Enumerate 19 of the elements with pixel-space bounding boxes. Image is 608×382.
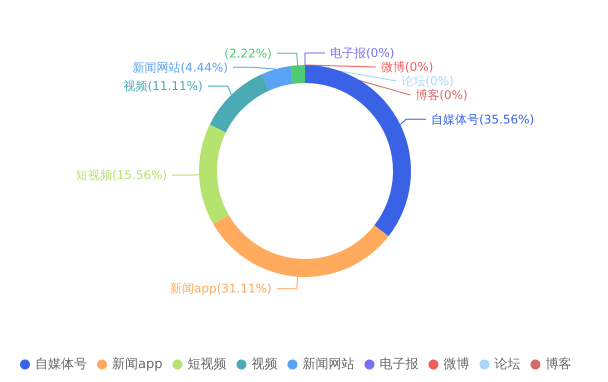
legend-label: 自媒体号 (35, 357, 87, 372)
category-label: 新闻app(31.11%) (170, 282, 272, 296)
category-label: 微博(0%) (380, 60, 434, 74)
legend-label: 短视频 (187, 357, 226, 372)
legend-label: 新闻网站 (302, 357, 354, 372)
legend-label: 电子报 (379, 357, 418, 372)
legend-label: 微博 (443, 357, 470, 372)
category-label: 短视频(15.56%) (76, 168, 168, 182)
legend-label: 视频 (251, 357, 278, 372)
category-label: 论坛(0%) (401, 74, 454, 88)
category-label: 博客(0%) (415, 88, 468, 102)
legend-label: 新闻app (112, 357, 162, 372)
legend-label: 博客 (545, 356, 572, 372)
category-label: 新闻网站(4.44%) (132, 60, 228, 74)
legend-label: 论坛 (494, 357, 520, 372)
category-label: 电子报(0%) (330, 46, 394, 60)
category-label: 视频(11.11%) (124, 79, 203, 94)
category-label: 自媒体号(35.56%) (431, 112, 534, 126)
data-label: (2.22%) (224, 46, 272, 60)
